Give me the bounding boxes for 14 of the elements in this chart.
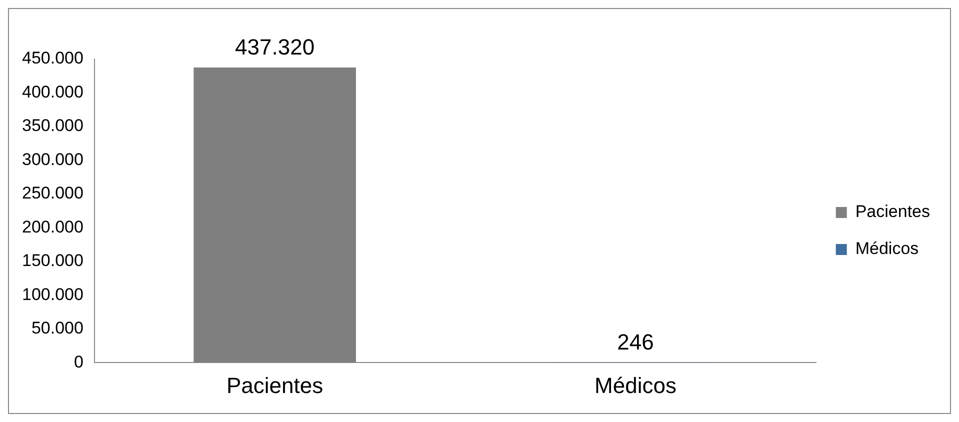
y-tick-label: 300.000 (22, 150, 84, 169)
y-tick-label: 400.000 (22, 82, 84, 102)
y-tick-label: 350.000 (22, 116, 84, 136)
legend-label: Pacientes (855, 202, 930, 222)
y-tick-label: 100.000 (22, 284, 84, 304)
y-tick-label: 50.000 (31, 318, 84, 338)
y-tick-label: 0 (74, 352, 84, 372)
y-tick-label: 250.000 (22, 184, 84, 203)
y-tick-label: 150.000 (22, 251, 84, 270)
y-tick-label: 200.000 (22, 217, 84, 236)
y-tick-label: 450.000 (22, 48, 84, 68)
data-label: 246 (617, 329, 654, 354)
data-label: 437.320 (235, 34, 315, 60)
legend-label: Médicos (855, 239, 919, 258)
